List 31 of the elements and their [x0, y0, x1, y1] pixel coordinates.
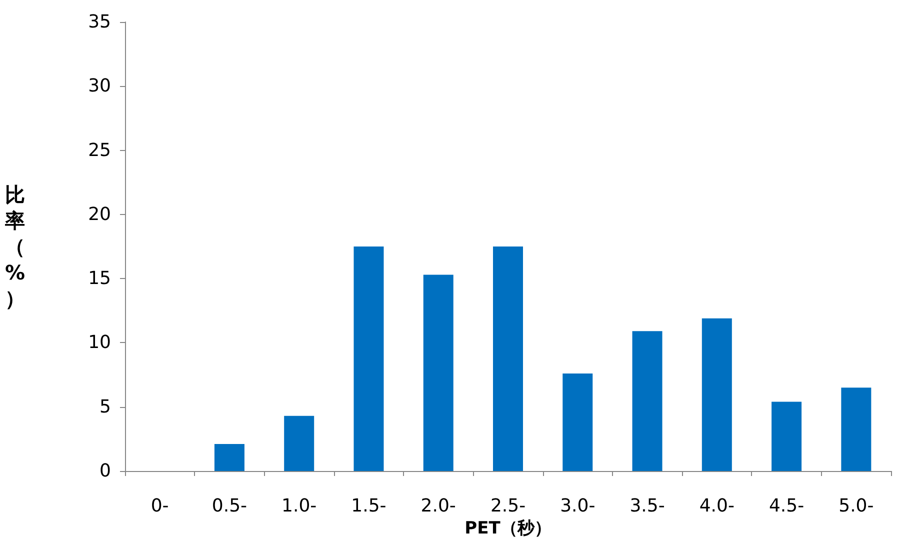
x-tick-label: 2.0-	[420, 496, 456, 516]
bar	[772, 402, 802, 471]
x-tick-label: 1.0-	[282, 496, 317, 516]
x-tick-label: 4.5-	[768, 496, 804, 516]
x-tick-label: 5.0-	[838, 496, 874, 516]
y-axis-title: 比率（%）	[4, 182, 25, 310]
bar	[841, 388, 872, 471]
bar	[284, 416, 314, 471]
x-tick-label: 0-	[150, 496, 169, 516]
bar	[354, 246, 384, 471]
bar	[562, 374, 593, 471]
x-tick-label: 4.0-	[699, 496, 734, 516]
y-tick-label: 20	[88, 204, 111, 225]
x-tick-label: 3.0-	[560, 496, 596, 516]
bar	[493, 246, 523, 471]
x-tick-label: 3.5-	[630, 496, 665, 516]
y-tick-label: 25	[88, 140, 111, 161]
bar	[423, 274, 454, 471]
y-tick-label: 30	[88, 76, 111, 97]
x-tick-label: 2.5-	[490, 496, 526, 516]
x-tick-label: 0.5-	[212, 496, 248, 516]
bar	[632, 331, 662, 471]
y-tick-label: 10	[88, 332, 111, 354]
bar	[702, 318, 732, 471]
y-tick-label: 5	[100, 396, 111, 418]
bar	[214, 444, 244, 471]
y-tick-label: 15	[88, 268, 111, 290]
x-axis-title: PET（秒）	[464, 518, 552, 538]
y-tick-label: 35	[88, 12, 111, 32]
x-tick-label: 1.5-	[351, 496, 386, 516]
y-tick-label: 0	[100, 460, 111, 482]
